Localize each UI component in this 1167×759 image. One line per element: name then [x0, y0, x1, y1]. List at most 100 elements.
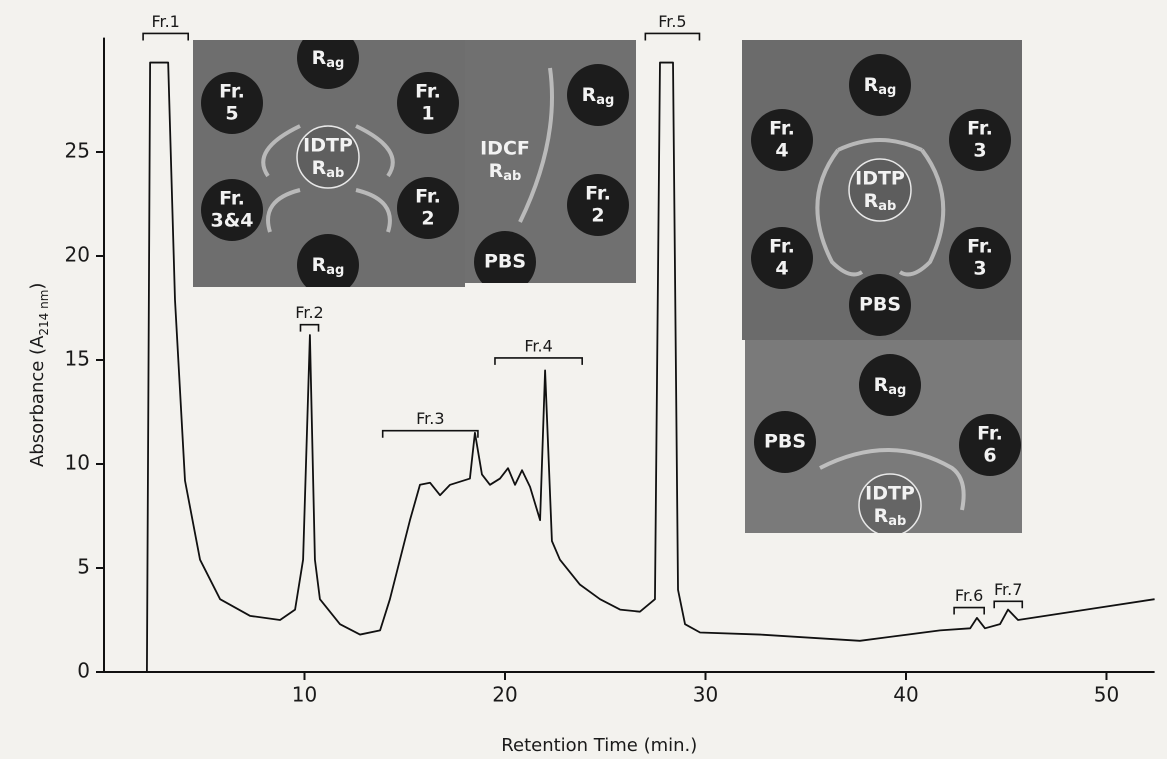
- fraction-bracket: [953, 606, 985, 615]
- well-label: 2: [591, 205, 604, 227]
- well-label-sub: ag: [326, 56, 344, 71]
- well-label: IDTP: [303, 135, 353, 157]
- well-label-main: R: [582, 84, 597, 106]
- well: [397, 177, 459, 239]
- well: [848, 158, 912, 222]
- y-axis-label-part: 214 nm: [37, 290, 51, 336]
- fraction-bracket: [494, 357, 583, 365]
- well-label-main: R: [489, 160, 504, 182]
- x-tick-label: 10: [292, 683, 317, 707]
- fraction-bracket: [644, 32, 701, 41]
- well-label: 2: [421, 208, 434, 230]
- well-label-main: R: [874, 374, 889, 396]
- well-label-sub: ab: [326, 166, 344, 181]
- precipitin-line: [815, 138, 946, 277]
- well-label: 3: [973, 140, 986, 162]
- well: [859, 354, 921, 416]
- well-label-sub: ab: [878, 199, 896, 214]
- y-tick-label: 25: [65, 139, 90, 163]
- well: [959, 414, 1021, 476]
- well-label: Fr.: [769, 236, 795, 258]
- fraction-bracket: [381, 429, 479, 438]
- fraction-label: Fr.5: [658, 12, 686, 31]
- fraction-label: Fr.2: [295, 303, 323, 322]
- y-tick-label: 0: [77, 659, 90, 683]
- well-label: Rab: [489, 160, 522, 184]
- well: [751, 227, 813, 289]
- well: [567, 64, 629, 126]
- well-label: Rab: [312, 157, 345, 181]
- chromatogram-line: [146, 61, 1155, 673]
- well-label: Fr.: [415, 81, 441, 103]
- well-label: 5: [225, 103, 238, 125]
- precipitin-line: [261, 124, 395, 233]
- well-label: 1: [421, 103, 434, 125]
- well-label-main: R: [312, 254, 327, 276]
- well: [201, 179, 263, 241]
- well-label-main: R: [864, 190, 879, 212]
- y-tick-label: 10: [65, 451, 90, 475]
- well: [858, 473, 922, 533]
- x-tick-label: 40: [893, 683, 918, 707]
- fraction-bracket: [299, 323, 320, 332]
- well-label: Fr.: [769, 118, 795, 140]
- well-label: Fr.: [977, 423, 1003, 445]
- well-label: Rag: [312, 47, 345, 71]
- well-label: PBS: [859, 294, 901, 316]
- well-label-sub: ag: [878, 83, 896, 98]
- fraction-bracket: [142, 32, 190, 41]
- well: [297, 234, 359, 287]
- well-label: Fr.: [967, 236, 993, 258]
- x-tick-label: 50: [1094, 683, 1119, 707]
- x-tick-label: 20: [492, 683, 517, 707]
- well: [949, 227, 1011, 289]
- y-axis-label-part: ): [27, 283, 48, 290]
- well-label: Rag: [312, 254, 345, 278]
- well-label: Rag: [582, 84, 615, 108]
- well: [201, 72, 263, 134]
- well-label: Fr.: [219, 81, 245, 103]
- y-axis-label: Absorbance (A214 nm): [27, 283, 51, 467]
- well-label-sub: ab: [888, 514, 906, 529]
- fraction-label: Fr.3: [416, 409, 444, 428]
- well-label-main: R: [312, 157, 327, 179]
- well-label-main: R: [312, 47, 327, 69]
- precipitin-line: [819, 448, 966, 511]
- well-label-sub: ag: [596, 93, 614, 108]
- x-tick-label: 30: [693, 683, 718, 707]
- well-label: Fr.: [415, 186, 441, 208]
- well: [754, 411, 816, 473]
- well-label: 6: [983, 445, 996, 467]
- well-label: Fr.: [219, 188, 245, 210]
- well-label-sub: ag: [326, 263, 344, 278]
- well: [474, 231, 536, 283]
- y-tick-label: 20: [65, 243, 90, 267]
- fraction-label: Fr.7: [994, 580, 1022, 599]
- well-label: IDTP: [865, 483, 915, 505]
- well-label: Rab: [864, 190, 897, 214]
- well-label: Fr.: [967, 118, 993, 140]
- y-tick-label: 15: [65, 347, 90, 371]
- well: [849, 274, 911, 336]
- well: [296, 125, 360, 189]
- x-axis-label: Retention Time (min.): [501, 735, 697, 756]
- fraction-label: Fr.6: [955, 586, 983, 605]
- well: [751, 109, 813, 171]
- fraction-label: Fr.1: [151, 12, 179, 31]
- well-label: Rag: [874, 374, 907, 398]
- well-label: Fr.: [585, 183, 611, 205]
- well-label-main: R: [864, 74, 879, 96]
- well-label: 3: [973, 258, 986, 280]
- well-label-main: R: [874, 505, 889, 527]
- well: [849, 54, 911, 116]
- well-label: IDCF: [480, 138, 530, 160]
- well-label-sub: ab: [503, 169, 521, 184]
- well: [297, 40, 359, 89]
- well-label: 4: [775, 140, 788, 162]
- well-label-sub: ag: [888, 383, 906, 398]
- well: [567, 174, 629, 236]
